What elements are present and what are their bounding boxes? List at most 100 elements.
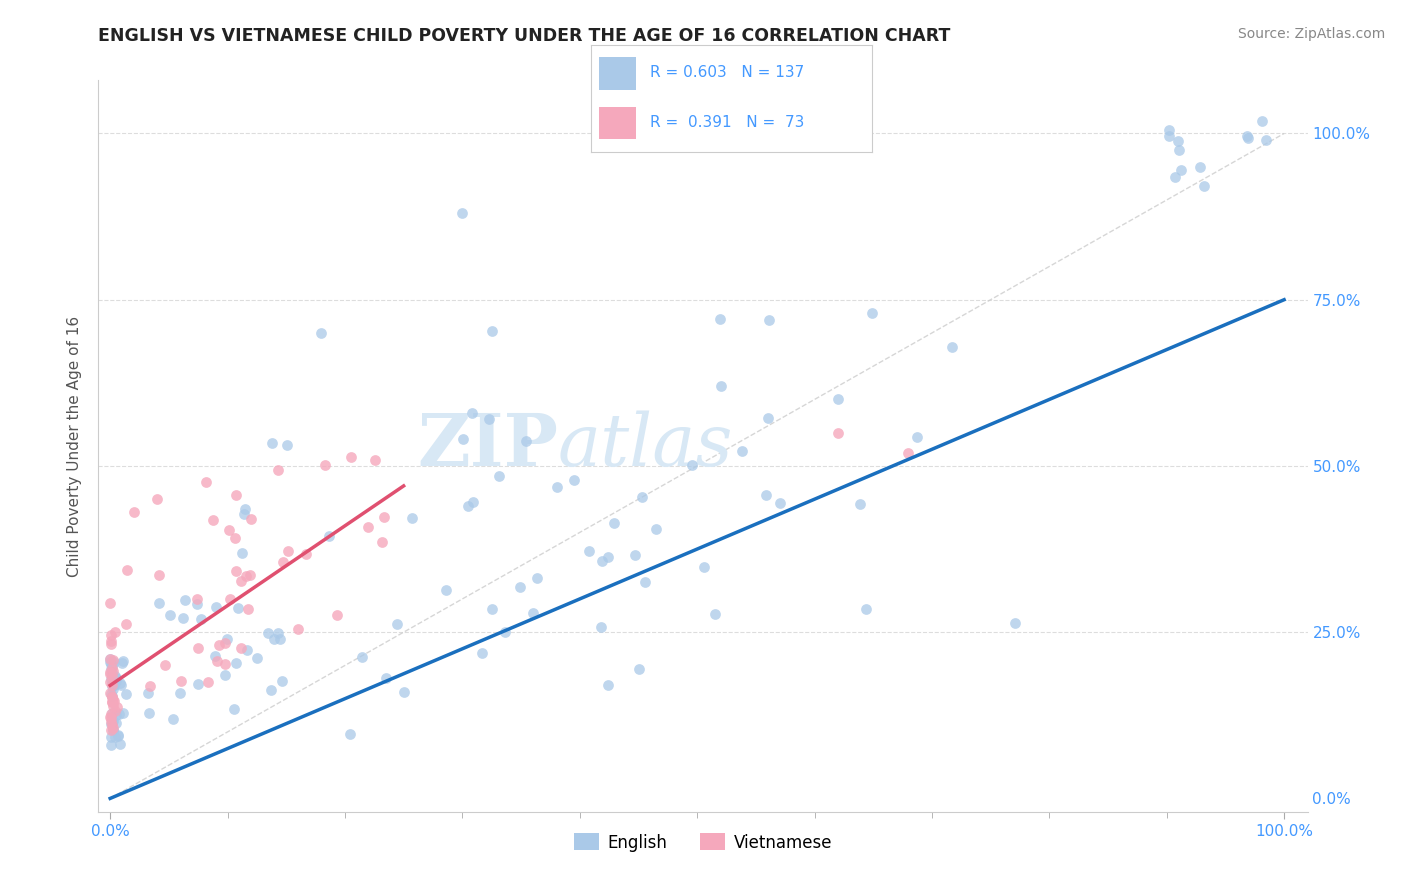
Point [214, 636, 236, 650]
Point [146, 492, 169, 507]
Point [122, 506, 145, 520]
Point [218, 524, 240, 538]
Point [645, 522, 668, 536]
Point [101, 706, 124, 721]
Point [100, 628, 122, 642]
Y-axis label: Child Poverty Under the Age of 16: Child Poverty Under the Age of 16 [67, 316, 83, 576]
Point [108, 676, 131, 690]
Point [226, 601, 249, 615]
Point [103, 722, 125, 736]
Point [325, 607, 347, 622]
Point [207, 638, 229, 652]
Point [314, 458, 336, 472]
Point [509, 580, 531, 594]
Point [225, 564, 247, 578]
Point [709, 312, 731, 326]
Point [103, 694, 125, 708]
Point [114, 616, 136, 631]
Point [311, 326, 333, 340]
Point [352, 650, 374, 665]
Point [105, 671, 128, 685]
Point [357, 520, 380, 534]
Point [769, 496, 792, 510]
Point [225, 488, 247, 502]
Point [236, 643, 259, 657]
Point [100, 718, 122, 732]
Point [277, 544, 299, 558]
Point [260, 682, 283, 697]
Point [238, 602, 260, 616]
Point [103, 692, 125, 706]
Point [104, 625, 127, 640]
Text: R = 0.603   N = 137: R = 0.603 N = 137 [650, 65, 804, 80]
Point [104, 716, 127, 731]
Point [628, 662, 651, 676]
Point [295, 547, 318, 561]
Point [148, 596, 170, 610]
Point [451, 206, 474, 220]
Point [897, 445, 920, 459]
Point [263, 632, 285, 646]
Point [138, 706, 160, 721]
Point [195, 475, 218, 489]
Point [855, 602, 877, 616]
Point [101, 715, 124, 730]
Point [224, 531, 246, 545]
Point [98, 665, 121, 679]
Point [461, 495, 484, 509]
Point [1237, 131, 1260, 145]
Point [105, 700, 128, 714]
Point [110, 678, 132, 692]
Point [104, 704, 127, 718]
Point [214, 668, 236, 682]
Point [515, 434, 537, 448]
Point [373, 510, 395, 524]
Point [101, 695, 124, 709]
Point [100, 667, 122, 681]
Point [562, 473, 585, 487]
Point [103, 723, 125, 738]
Point [827, 425, 849, 440]
Point [494, 625, 516, 640]
Point [117, 563, 139, 577]
Point [136, 686, 159, 700]
Point [451, 432, 474, 446]
Point [710, 379, 733, 393]
Point [100, 711, 122, 725]
Point [148, 568, 170, 582]
Point [1192, 178, 1215, 193]
Point [174, 593, 197, 607]
Point [596, 550, 619, 565]
Point [186, 597, 208, 611]
Point [471, 646, 494, 660]
Point [214, 657, 236, 671]
Point [197, 675, 219, 690]
Point [104, 731, 127, 745]
Point [392, 685, 415, 699]
Point [101, 664, 124, 678]
Text: Source: ZipAtlas.com: Source: ZipAtlas.com [1237, 27, 1385, 41]
Point [693, 560, 716, 574]
Point [239, 568, 262, 582]
Point [481, 324, 503, 338]
Point [246, 651, 269, 665]
Point [100, 662, 122, 676]
Point [623, 548, 645, 562]
Point [235, 568, 257, 582]
Point [172, 611, 194, 625]
Point [339, 727, 361, 741]
Point [98, 675, 121, 690]
Point [276, 438, 298, 452]
Point [103, 714, 125, 729]
Bar [599, 57, 636, 89]
Point [460, 406, 482, 420]
Point [603, 516, 626, 530]
Point [100, 597, 122, 611]
Point [591, 620, 613, 634]
Point [103, 655, 125, 669]
Point [1164, 170, 1187, 185]
Point [101, 653, 124, 667]
Point [1004, 616, 1026, 631]
Point [375, 671, 398, 685]
Point [100, 695, 122, 709]
